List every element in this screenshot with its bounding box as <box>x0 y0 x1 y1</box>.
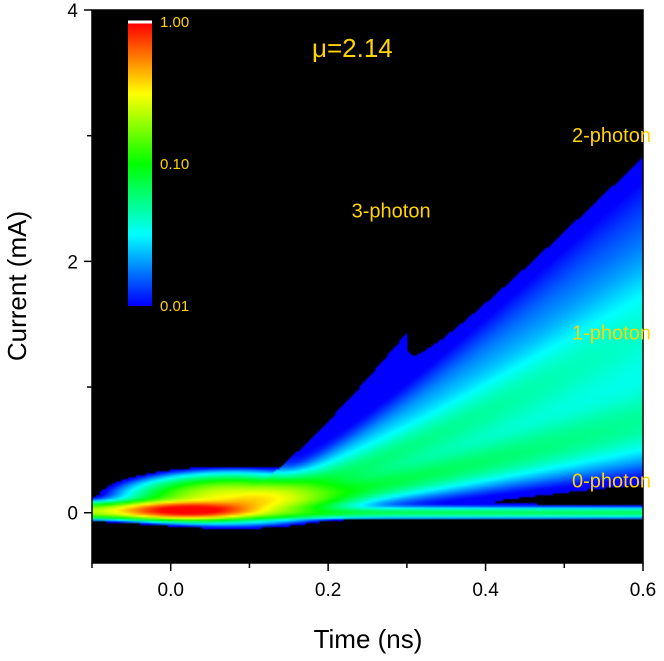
colorbar <box>128 22 152 306</box>
colorbar-tick-label: 1.00 <box>160 14 189 31</box>
annotations: 3-photon 2-photon 1-photon 0-photon <box>352 125 651 493</box>
y-axis-title: Current (mA) <box>2 211 32 361</box>
mu-label: μ=2.14 <box>312 33 393 63</box>
y-axis: 0 2 4 <box>67 1 92 525</box>
x-axis: 0.0 0.2 0.4 0.6 <box>91 563 656 601</box>
heatmap-raster <box>92 10 643 563</box>
y-tick-label: 0 <box>67 504 78 525</box>
x-axis-title: Time (ns) <box>314 624 423 654</box>
y-tick-label: 2 <box>67 252 78 273</box>
photon-label: 3-photon <box>352 200 431 222</box>
plot-frame <box>91 9 644 564</box>
x-tick-label: 0.0 <box>158 580 184 601</box>
x-tick-label: 0.6 <box>630 580 656 601</box>
colorbar-tick-label: 0.01 <box>160 298 189 315</box>
photon-label: 1-photon <box>572 322 651 344</box>
photon-label: 0-photon <box>572 471 651 493</box>
photon-label: 2-photon <box>572 125 651 147</box>
x-tick-label: 0.2 <box>315 580 341 601</box>
colorbar-tick-label: 0.10 <box>160 156 189 173</box>
colorbar-labels: 1.00 0.10 0.01 <box>160 14 189 315</box>
y-tick-label: 4 <box>67 1 78 22</box>
x-tick-label: 0.4 <box>472 580 499 601</box>
